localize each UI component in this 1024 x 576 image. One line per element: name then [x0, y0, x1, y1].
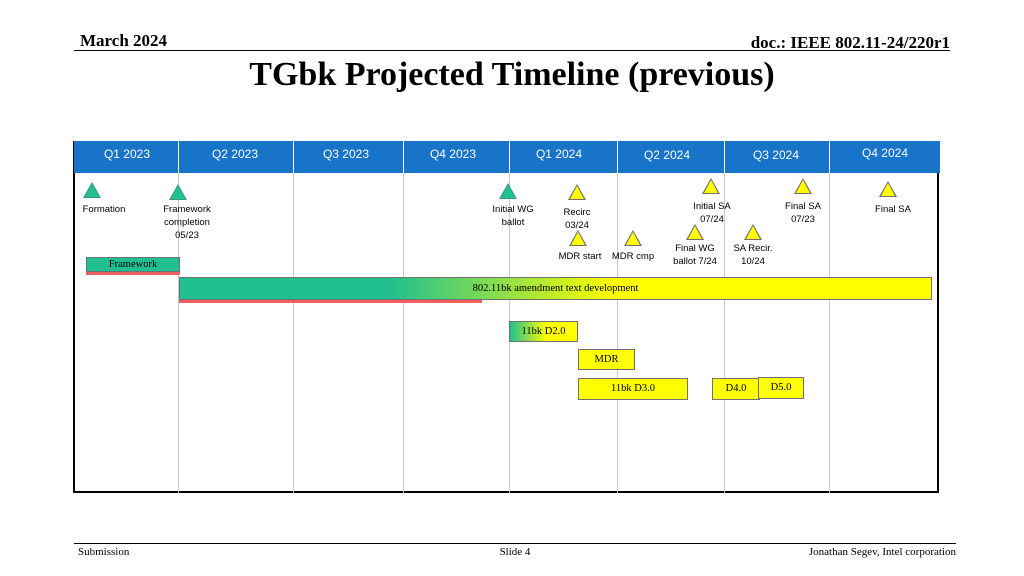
amendment-development-bar: 802.11bk amendment text development	[179, 277, 932, 300]
framework-bar-underline	[86, 272, 180, 275]
quarter-label-q1-2024: Q1 2024	[535, 147, 583, 161]
quarter-label-q3-2024: Q3 2024	[752, 148, 800, 162]
quarter-label-q2-2023: Q2 2023	[211, 147, 259, 161]
d30-bar: 11bk D3.0	[578, 378, 688, 400]
recirc-milestone-icon	[568, 184, 586, 200]
final-wg-ballot-label: Final WG ballot 7/24	[673, 243, 717, 267]
d40-bar: D4.0	[712, 378, 760, 400]
quarter-divider	[293, 141, 294, 173]
grid-line	[293, 141, 294, 493]
initial-wg-ballot-milestone-icon	[499, 183, 517, 199]
header-divider	[74, 50, 950, 51]
quarter-label-q3-2023: Q3 2023	[322, 147, 370, 161]
quarter-label-q4-2023: Q4 2023	[429, 147, 477, 161]
final-wg-ballot-milestone-icon	[686, 224, 704, 240]
initial-sa-milestone-icon	[702, 178, 720, 194]
recirc-label: Recirc 03/24	[563, 207, 591, 231]
final-sa-0723-label: Final SA 07/23	[785, 201, 821, 225]
formation-milestone-icon	[83, 182, 101, 198]
quarter-label-q4-2024: Q4 2024	[861, 146, 909, 160]
mdr-start-milestone-icon	[569, 230, 587, 246]
quarter-divider	[829, 141, 830, 173]
header-date: March 2024	[80, 31, 168, 50]
sa-recir-label: SA Recir. 10/24	[733, 243, 773, 267]
final-sa-label: Final SA	[875, 204, 911, 215]
grid-line	[509, 141, 510, 493]
sa-recir-milestone-icon	[744, 224, 762, 240]
grid-line	[617, 141, 618, 493]
quarter-header-bar	[74, 141, 940, 173]
footer-divider	[74, 543, 956, 544]
initial-sa-label: Initial SA 07/24	[693, 201, 731, 225]
d20-bar: 11bk D2.0	[509, 321, 578, 342]
mdr-cmp-label: MDR cmp	[611, 251, 655, 262]
footer-slide-number: Slide 4	[499, 546, 531, 558]
grid-line	[724, 141, 725, 493]
final-sa-0723-milestone-icon	[794, 178, 812, 194]
page-title: TGbk Projected Timeline (previous)	[249, 56, 775, 93]
mdr-start-label: MDR start	[558, 251, 602, 262]
quarter-label-q2-2024: Q2 2024	[643, 148, 691, 162]
mdr-cmp-milestone-icon	[624, 230, 642, 246]
quarter-divider	[617, 141, 618, 173]
formation-label: Formation	[82, 204, 126, 215]
grid-line	[403, 141, 404, 493]
grid-line	[178, 141, 179, 493]
quarter-divider	[403, 141, 404, 173]
quarter-divider	[178, 141, 179, 173]
d50-bar: D5.0	[758, 377, 804, 399]
final-sa-milestone-icon	[879, 181, 897, 197]
framework-milestone-icon	[169, 184, 187, 200]
quarter-divider	[509, 141, 510, 173]
footer-submission: Submission	[78, 546, 130, 558]
framework-completion-label: Framework completion 05/23	[163, 204, 211, 241]
header-doc-id: doc.: IEEE 802.11-24/220r1	[750, 33, 950, 52]
amendment-bar-underline	[179, 300, 482, 303]
initial-wg-ballot-label: Initial WG ballot	[492, 204, 534, 228]
framework-bar: Framework	[86, 257, 180, 272]
mdr-bar: MDR	[578, 349, 635, 370]
quarter-label-q1-2023: Q1 2023	[103, 147, 151, 161]
grid-line	[829, 141, 830, 493]
quarter-divider	[724, 141, 725, 173]
footer-author: Jonathan Segev, Intel corporation	[808, 546, 956, 558]
